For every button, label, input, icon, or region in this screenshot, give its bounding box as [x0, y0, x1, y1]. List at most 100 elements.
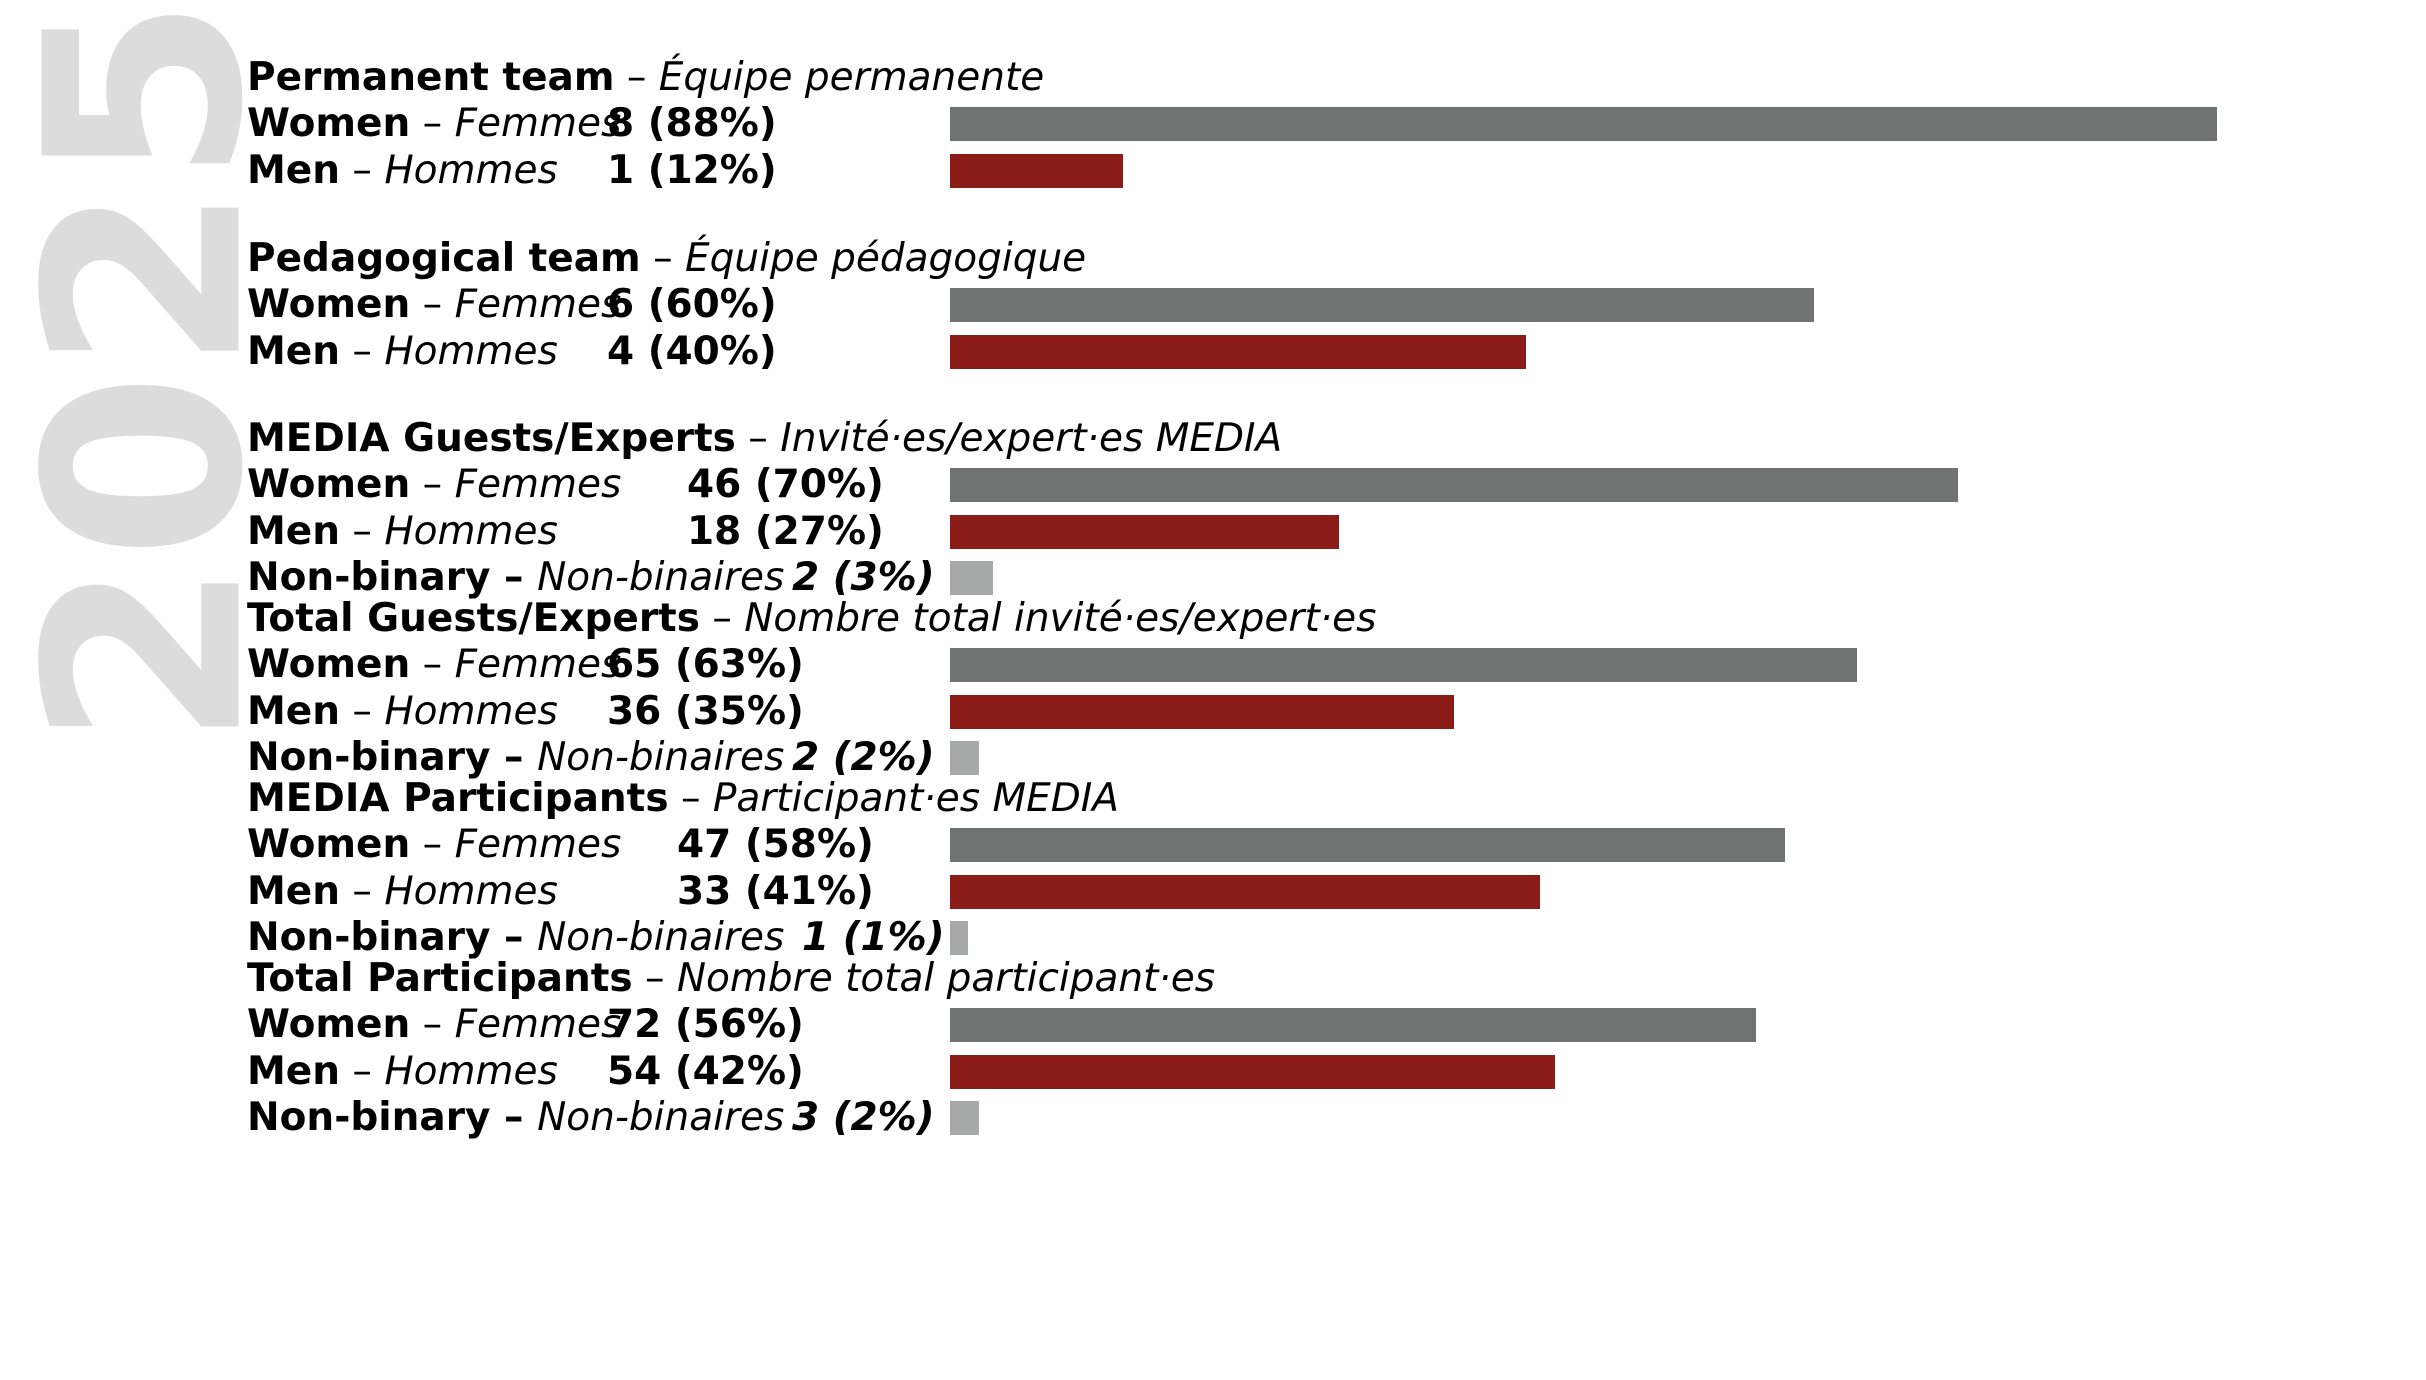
row-value: 1 (1%) — [802, 915, 945, 960]
row-label-fr: Non-binaires — [537, 735, 785, 780]
chart-group: Total Guests/Experts – Nombre total invi… — [247, 596, 2397, 782]
group-title-fr: Équipe pédagogique — [685, 236, 1087, 281]
row-label-en: Women — [247, 822, 411, 867]
row-value: 47 (58%) — [677, 822, 874, 867]
group-title-separator: – — [735, 416, 781, 461]
year-watermark: 2025 — [0, 0, 260, 748]
row-label-separator: – — [490, 555, 538, 600]
row-value: 8 (88%) — [607, 101, 777, 146]
row-label: Men – Hommes — [247, 329, 558, 375]
bar-nonbinary — [950, 741, 979, 775]
row-label-separator: – — [340, 868, 385, 914]
row-label-separator: – — [410, 1002, 455, 1047]
row-label-en: Women — [247, 101, 411, 146]
row-label-en: Men — [247, 868, 341, 914]
row-label-fr: Femmes — [454, 282, 622, 327]
group-title: Permanent team – Équipe permanente — [247, 55, 2397, 101]
row-label-separator: – — [410, 822, 455, 867]
row-label: Women – Femmes — [247, 282, 621, 328]
group-title-fr: Nombre total participant·es — [676, 956, 1216, 1001]
row-value: 3 (2%) — [792, 1095, 935, 1140]
row-value: 18 (27%) — [687, 508, 884, 554]
bar-row-men: Men – Hommes 36 (35%) — [247, 689, 2397, 736]
bar-row-nonbinary: Non-binary – Non-binaires 2 (2%) — [247, 735, 2397, 782]
bar-row-women: Women – Femmes 6 (60%) — [247, 282, 2397, 329]
group-title-separator: – — [614, 55, 659, 100]
bar-men — [950, 514, 1339, 549]
row-value: 46 (70%) — [687, 462, 884, 507]
bar-nonbinary — [950, 921, 968, 955]
bar-row-men: Men – Hommes 1 (12%) — [247, 148, 2397, 195]
bar-women — [950, 648, 1857, 682]
group-title-fr: Participant·es MEDIA — [712, 776, 1119, 821]
bar-row-women: Women – Femmes 65 (63%) — [247, 642, 2397, 689]
bar-men — [950, 1054, 1555, 1089]
group-title: MEDIA Participants – Participant·es MEDI… — [247, 776, 2397, 822]
row-label-en: Non-binary — [247, 735, 491, 780]
row-value: 6 (60%) — [607, 282, 777, 327]
row-label-fr: Non-binaires — [537, 1095, 785, 1140]
row-label-fr: Hommes — [384, 508, 558, 554]
row-value: 2 (2%) — [792, 735, 935, 780]
group-title: MEDIA Guests/Experts – Invité·es/expert·… — [247, 416, 2397, 462]
group-title: Total Guests/Experts – Nombre total invi… — [247, 596, 2397, 642]
row-label-en: Women — [247, 462, 411, 507]
row-value: 36 (35%) — [607, 688, 804, 734]
row-label-fr: Femmes — [454, 462, 622, 507]
row-label-fr: Femmes — [454, 822, 622, 867]
row-label: Men – Hommes — [247, 148, 558, 194]
bar-women — [950, 107, 2217, 141]
group-title-separator: – — [668, 776, 713, 821]
row-value: 1 (12%) — [607, 147, 777, 193]
group-title: Pedagogical team – Équipe pédagogique — [247, 236, 2397, 282]
bar-row-women: Women – Femmes 8 (88%) — [247, 101, 2397, 148]
row-label-en: Non-binary — [247, 555, 491, 600]
row-label: Women – Femmes — [247, 642, 621, 688]
row-label-en: Non-binary — [247, 1095, 491, 1140]
row-label-en: Women — [247, 1002, 411, 1047]
row-value: 54 (42%) — [607, 1048, 804, 1094]
row-label-separator: – — [340, 147, 385, 193]
bar-nonbinary — [950, 561, 993, 595]
row-label-separator: – — [490, 735, 538, 780]
bar-nonbinary — [950, 1101, 979, 1135]
row-label-fr: Hommes — [384, 868, 558, 914]
row-label-en: Men — [247, 508, 341, 554]
row-label-separator: – — [490, 915, 538, 960]
chart-group: Permanent team – Équipe permanente Women … — [247, 55, 2397, 194]
row-label-en: Women — [247, 282, 411, 327]
bar-women — [950, 1008, 1756, 1042]
row-label-fr: Hommes — [384, 1048, 558, 1094]
chart-group: MEDIA Participants – Participant·es MEDI… — [247, 776, 2397, 962]
bar-row-men: Men – Hommes 4 (40%) — [247, 329, 2397, 376]
bar-row-nonbinary: Non-binary – Non-binaires 3 (2%) — [247, 1095, 2397, 1142]
group-title: Total Participants – Nombre total partic… — [247, 956, 2397, 1002]
bar-men — [950, 874, 1540, 909]
row-label: Non-binary – Non-binaires — [247, 735, 784, 781]
chart-group: Total Participants – Nombre total partic… — [247, 956, 2397, 1142]
row-value: 33 (41%) — [677, 868, 874, 914]
row-label: Women – Femmes — [247, 101, 621, 147]
row-label: Men – Hommes — [247, 1049, 558, 1095]
row-label-fr: Hommes — [384, 328, 558, 374]
group-title-en: Total Guests/Experts — [247, 596, 700, 641]
bar-women — [950, 468, 1958, 502]
row-label: Women – Femmes — [247, 822, 621, 868]
chart-group: MEDIA Guests/Experts – Invité·es/expert·… — [247, 416, 2397, 602]
row-label-separator: – — [410, 101, 455, 146]
bar-row-women: Women – Femmes 72 (56%) — [247, 1002, 2397, 1049]
row-label-en: Men — [247, 328, 341, 374]
row-label-separator: – — [490, 1095, 538, 1140]
row-label-separator: – — [340, 508, 385, 554]
row-label-en: Men — [247, 1048, 341, 1094]
row-label-en: Women — [247, 642, 411, 687]
row-label-separator: – — [410, 282, 455, 327]
group-title-separator: – — [632, 956, 677, 1001]
group-title-en: Total Participants — [247, 956, 633, 1001]
group-title-fr: Nombre total invité·es/expert·es — [744, 596, 1377, 641]
row-label-separator: – — [410, 642, 455, 687]
bar-women — [950, 828, 1785, 862]
row-label-fr: Hommes — [384, 147, 558, 193]
row-value: 2 (3%) — [792, 555, 935, 600]
bar-row-men: Men – Hommes 33 (41%) — [247, 869, 2397, 916]
